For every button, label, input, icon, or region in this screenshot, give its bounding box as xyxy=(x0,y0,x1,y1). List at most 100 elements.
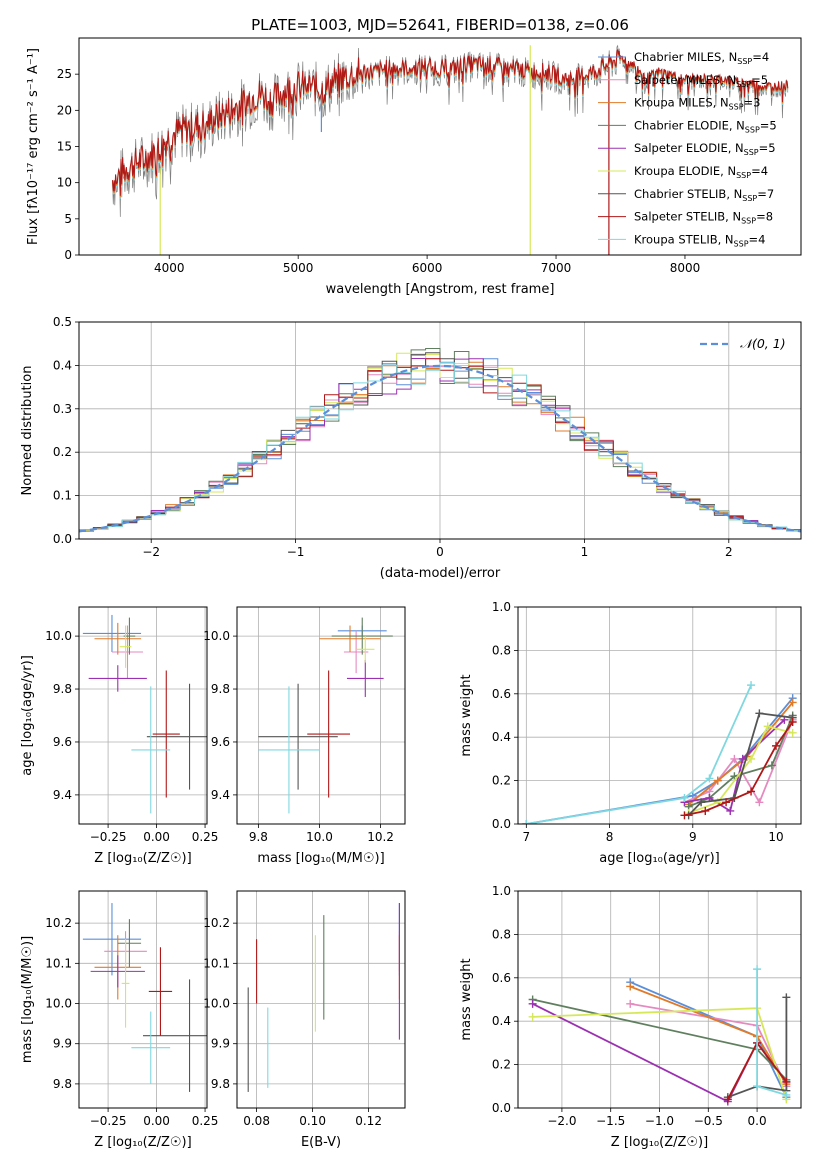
plot-area xyxy=(79,348,801,533)
legend-subscript: SSP xyxy=(734,239,749,248)
legend-nssp: =7 xyxy=(757,187,774,201)
legend-entry: Salpeter STELIB, NSSP=8 xyxy=(634,210,773,226)
x-tick-label: 10.0 xyxy=(306,830,333,844)
y-tick-label: 9.9 xyxy=(53,1037,72,1051)
legend-nssp: =5 xyxy=(751,73,768,87)
plot-area xyxy=(82,903,207,1092)
y-axis-label: mass weight xyxy=(459,674,474,756)
axes-frame xyxy=(78,321,802,540)
axes-frame xyxy=(236,890,406,1109)
y-tick-label: 9.4 xyxy=(211,788,230,802)
y-tick-label: 9.8 xyxy=(53,1077,72,1091)
mass-weight-marker xyxy=(730,754,739,763)
x-tick-label: 0.12 xyxy=(355,1114,382,1128)
y-tick-label: 10.1 xyxy=(45,956,72,970)
plot-area xyxy=(522,681,797,824)
panel-mass-weight-Z: −2.0 −1.5 −1.0 −0.5 0.0 0.0 0.2 0.4 0.6 0.8 1.0 Z [… xyxy=(459,884,802,1150)
mass-weight-marker xyxy=(747,787,756,796)
mass-weight-marker xyxy=(755,709,764,718)
y-tick-label: 9.6 xyxy=(53,735,72,749)
x-axis-label: E(B-V) xyxy=(301,1135,341,1150)
x-tick-label: 0.00 xyxy=(143,830,170,844)
y-tick-label: 10.2 xyxy=(45,916,72,930)
legend-nssp: =8 xyxy=(756,210,773,224)
x-tick-label: −1.0 xyxy=(645,1114,674,1128)
panel-mass-weight-age: 7 8 9 10 0.0 0.2 0.4 0.6 0.8 1.0 age [log₁₀(age/yr… xyxy=(459,600,802,866)
mass-weight-line-8 xyxy=(526,684,752,824)
x-axis-label: Z [log₁₀(Z/Z☉)] xyxy=(611,1135,708,1150)
y-tick-label: 0.3 xyxy=(53,402,72,416)
x-tick-label: 10 xyxy=(768,830,783,844)
mass-weight-marker xyxy=(788,698,797,707)
axes-frame xyxy=(78,606,208,825)
x-tick-label: 9.8 xyxy=(249,830,268,844)
x-tick-label: 0.0 xyxy=(748,1114,767,1128)
mass-weight-marker xyxy=(705,774,714,783)
y-tick-label: 0.0 xyxy=(492,1101,511,1115)
y-tick-label: 10.1 xyxy=(203,956,230,970)
x-axis-label: mass [log₁₀(M/M☉)] xyxy=(257,851,384,866)
y-tick-label: 10.2 xyxy=(203,916,230,930)
legend-nssp: =4 xyxy=(749,232,766,246)
axes-frame xyxy=(78,37,802,256)
mass-weight-marker xyxy=(763,722,772,731)
x-tick-label: 0.25 xyxy=(192,830,219,844)
axes-frame xyxy=(236,606,406,825)
legend-subscript: SSP xyxy=(742,194,757,203)
y-tick-label: 9.9 xyxy=(211,1037,230,1051)
mass-weight-marker xyxy=(747,681,756,690)
y-axis-label: mass weight xyxy=(459,958,474,1040)
mass-weight-marker xyxy=(772,741,781,750)
mass-weight-line-6 xyxy=(727,997,788,1099)
y-tick-label: 0.2 xyxy=(53,445,72,459)
y-tick-label: 9.8 xyxy=(211,682,230,696)
mass-weight-marker xyxy=(626,982,635,991)
y-tick-label: 0.6 xyxy=(492,971,511,985)
mass-weight-marker xyxy=(782,1077,791,1086)
legend-entry: Salpeter ELODIE, NSSP=5 xyxy=(634,141,776,157)
legend-nssp: =4 xyxy=(752,50,769,64)
legend-entry: Kroupa ELODIE, NSSP=4 xyxy=(634,164,768,180)
y-tick-label: 0.4 xyxy=(492,1014,511,1028)
y-tick-label: 9.6 xyxy=(211,735,230,749)
mass-weight-marker xyxy=(680,793,689,802)
mass-weight-marker xyxy=(626,999,635,1008)
legend-subscript: SSP xyxy=(741,217,756,226)
mass-weight-line-0 xyxy=(526,697,794,824)
mass-weight-line-7 xyxy=(684,721,794,817)
legend-subscript: SSP xyxy=(729,103,744,112)
legend-nssp: =5 xyxy=(759,141,776,155)
mass-weight-marker xyxy=(767,761,776,770)
legend-entry: Salpeter MILES, NSSP=5 xyxy=(634,73,768,89)
x-tick-label: 7 xyxy=(523,830,531,844)
y-tick-label: 10.0 xyxy=(203,629,230,643)
y-tick-label: 0.0 xyxy=(492,817,511,831)
y-tick-label: 10.0 xyxy=(45,629,72,643)
y-tick-label: 9.4 xyxy=(53,788,72,802)
plot-area xyxy=(112,44,789,255)
x-tick-label: 8000 xyxy=(670,261,701,275)
x-tick-label: −0.25 xyxy=(90,830,127,844)
axes-frame xyxy=(517,890,802,1109)
legend-subscript: SSP xyxy=(737,57,752,66)
mass-weight-marker xyxy=(680,811,689,820)
figure-title: PLATE=1003, MJD=52641, FIBERID=0138, z=0… xyxy=(251,16,629,34)
panel-age-mass: 9.8 10.0 10.2 9.4 9.6 9.8 10.0 mass [log₁₀(M/M☉… xyxy=(203,606,406,866)
x-axis-label: wavelength [Angstrom, rest frame] xyxy=(326,282,555,297)
legend-nssp: =3 xyxy=(744,96,761,110)
y-tick-label: 0.5 xyxy=(53,315,72,329)
x-tick-label: −1 xyxy=(287,545,305,559)
x-tick-label: 0.25 xyxy=(192,1114,219,1128)
mass-weight-marker xyxy=(723,1095,732,1104)
x-axis-label: (data-model)/error xyxy=(380,566,501,581)
x-tick-label: −0.5 xyxy=(694,1114,723,1128)
mass-weight-marker xyxy=(788,718,797,727)
mass-weight-marker xyxy=(747,754,756,763)
legend-nssp: =5 xyxy=(760,118,777,132)
histogram-8 xyxy=(79,362,801,532)
panel-residuals: −2 −1 0 1 2 0.0 0.1 0.2 0.3 0.4 0.5 (data-model)/er… xyxy=(20,315,802,581)
y-tick-label: 1.0 xyxy=(492,884,511,898)
mass-weight-marker xyxy=(753,1082,762,1091)
mass-weight-line-2 xyxy=(688,701,794,806)
